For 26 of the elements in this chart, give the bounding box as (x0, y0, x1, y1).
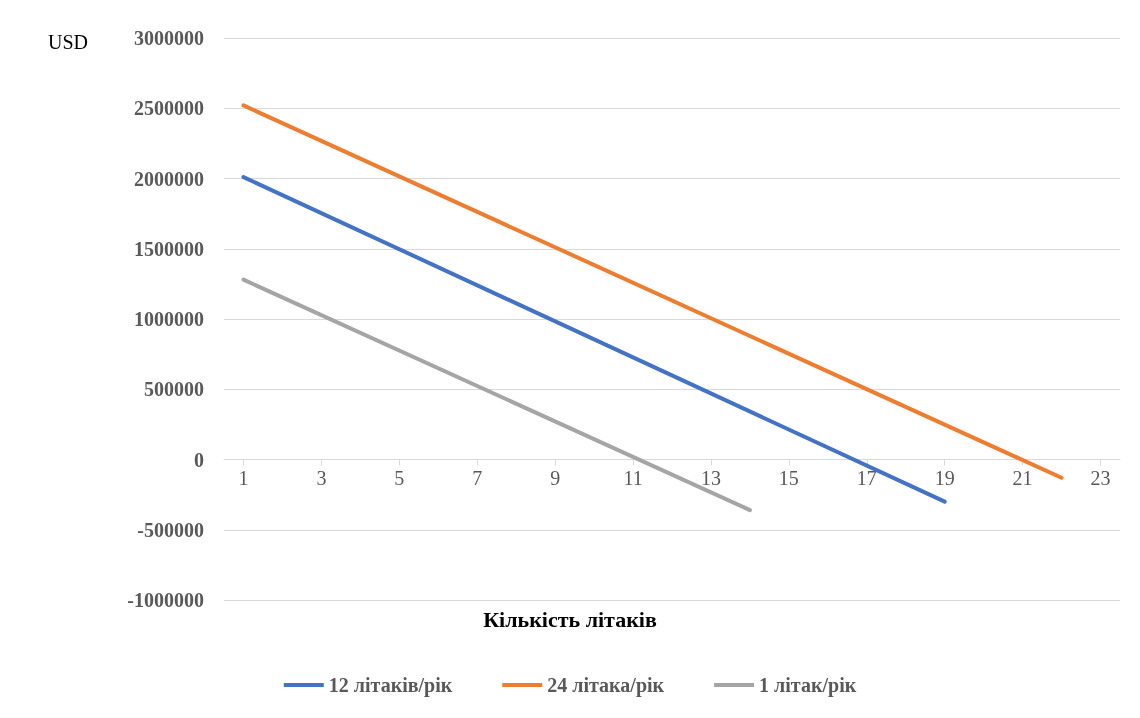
y-tick-label: 0 (194, 448, 204, 471)
y-tick-label: -500000 (137, 518, 204, 541)
x-tick-label: 7 (472, 466, 483, 489)
legend-label: 24 літака/рік (547, 674, 665, 697)
y-tick-label: 1000000 (134, 308, 204, 330)
y-tick-label: 2500000 (134, 97, 204, 120)
x-tick-label: 23 (1090, 466, 1111, 489)
x-tick-label: 3 (316, 466, 327, 489)
x-axis-title: Кількість літаків (483, 606, 657, 632)
x-tick-label: 5 (394, 466, 405, 489)
y-axis-title: USD (48, 31, 89, 53)
x-tick-label: 19 (934, 466, 955, 489)
x-tick-label: 9 (550, 466, 561, 489)
y-tick-label: 1500000 (134, 237, 204, 260)
y-tick-label: 500000 (144, 378, 204, 401)
x-tick-label: 11 (623, 466, 643, 489)
y-tick-label: 3000000 (134, 27, 204, 49)
x-tick-label: 1 (238, 466, 249, 489)
legend-label: 12 літаків/рік (328, 674, 453, 697)
x-tick-label: 17 (856, 466, 877, 489)
x-tick-label: 13 (700, 466, 721, 489)
x-tick-label: 15 (778, 466, 799, 489)
x-tick-label: 21 (1012, 466, 1033, 489)
y-tick-label: -1000000 (127, 589, 204, 611)
y-tick-label: 2000000 (134, 167, 204, 190)
legend-label: 1 літак/рік (759, 674, 857, 697)
